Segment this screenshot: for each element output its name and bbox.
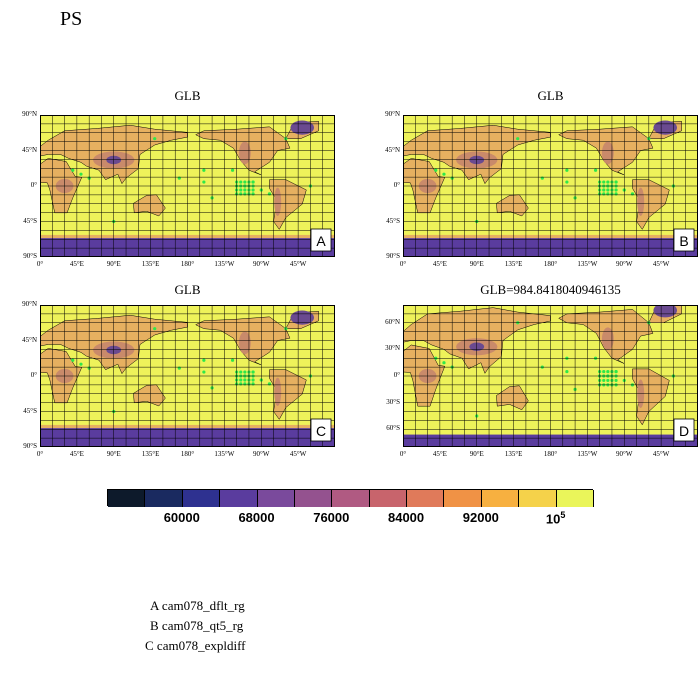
lon-tick-label: 90°W bbox=[616, 450, 633, 458]
lon-tick-label: 135°E bbox=[504, 260, 523, 268]
lat-tick-label: 45°S bbox=[386, 216, 400, 225]
colorbar-tick-label: 76000 bbox=[313, 510, 350, 525]
panel-letter-a: A bbox=[316, 233, 326, 249]
lon-tick-label: 135°E bbox=[141, 450, 160, 458]
lon-tick-label: 0° bbox=[399, 260, 407, 268]
colorbar-swatch bbox=[332, 490, 370, 507]
lon-tick-label: 135°W bbox=[577, 450, 598, 458]
lon-tick-label: 135°W bbox=[214, 450, 235, 458]
lon-tick-label: 45°E bbox=[432, 260, 447, 268]
lon-tick-label: 90°W bbox=[616, 260, 633, 268]
lon-tick-label: 180° bbox=[543, 450, 558, 458]
map-panel-b: B bbox=[403, 115, 698, 257]
colorbar-tick-label: 84000 bbox=[387, 510, 425, 525]
lat-tick-label: 45°N bbox=[22, 335, 37, 344]
lat-tick-label: 90°N bbox=[385, 110, 400, 118]
lat-tick-label: 0° bbox=[393, 371, 400, 379]
colorbar-tick-label: 60000 bbox=[163, 510, 200, 525]
lon-tick-label: 90°E bbox=[106, 450, 121, 458]
colorbar-tick-label: 68000 bbox=[238, 510, 275, 525]
panel-letter-b: B bbox=[679, 233, 688, 249]
lon-tick-label: 90°E bbox=[469, 450, 484, 458]
colorbar bbox=[107, 489, 594, 507]
legend-line-b: B cam078_qt5_rg bbox=[150, 618, 244, 633]
map-panel-d: D bbox=[403, 305, 698, 447]
lon-tick-label: 180° bbox=[180, 260, 195, 268]
lat-tick-label: 0° bbox=[393, 181, 400, 189]
lat-tick-label: 90°N bbox=[22, 110, 37, 118]
lat-tick-label: 0° bbox=[30, 371, 37, 379]
lon-tick-label: 0° bbox=[399, 450, 407, 458]
colorbar-swatch bbox=[108, 490, 146, 507]
panel-title-c: GLB bbox=[174, 282, 201, 297]
lat-tick-label: 45°N bbox=[22, 145, 37, 154]
lon-tick-label: 90°W bbox=[253, 260, 270, 268]
colorbar-swatch bbox=[145, 490, 183, 507]
legend-line-c: C cam078_expldiff bbox=[145, 638, 246, 653]
colorbar-swatch bbox=[220, 490, 258, 507]
colorbar-swatch bbox=[369, 490, 408, 507]
colorbar-swatch bbox=[407, 490, 445, 507]
lat-tick-label: 60°N bbox=[385, 317, 400, 326]
lat-tick-label: 60°S bbox=[386, 424, 400, 433]
lon-tick-label: 0° bbox=[36, 450, 44, 458]
lon-tick-label: 90°E bbox=[106, 260, 121, 268]
lon-tick-label: 0° bbox=[36, 260, 44, 268]
panel-letter-c: C bbox=[316, 423, 326, 439]
lat-tick-label: 45°S bbox=[23, 406, 37, 415]
panel-letter-d: D bbox=[679, 423, 689, 439]
panel-title-d: GLB=984.8418040946135 bbox=[480, 282, 621, 297]
lat-tick-label: 90°N bbox=[22, 300, 37, 308]
lon-tick-label: 180° bbox=[180, 450, 195, 458]
lon-tick-label: 135°E bbox=[141, 260, 160, 268]
lon-tick-label: 90°E bbox=[469, 260, 484, 268]
lat-tick-label: 90°S bbox=[23, 442, 37, 450]
lat-tick-label: 30°S bbox=[386, 397, 400, 406]
lon-tick-label: 45°W bbox=[289, 450, 307, 458]
map-panel-c: C bbox=[40, 305, 335, 447]
legend-line-a: A cam078_dflt_rg bbox=[150, 598, 245, 613]
lon-tick-label: 90°W bbox=[253, 450, 270, 458]
colorbar-swatch bbox=[294, 490, 333, 507]
lon-tick-label: 135°W bbox=[214, 260, 235, 268]
lon-tick-label: 45°W bbox=[652, 450, 670, 458]
panel-title-a: GLB bbox=[174, 88, 201, 103]
lon-tick-label: 180° bbox=[543, 260, 558, 268]
lon-tick-label: 45°E bbox=[69, 260, 84, 268]
colorbar-swatch bbox=[556, 490, 594, 507]
lon-tick-label: 135°E bbox=[504, 450, 523, 458]
colorbar-swatch bbox=[444, 490, 482, 507]
lat-tick-label: 90°S bbox=[23, 252, 37, 260]
panel-title-b: GLB bbox=[537, 88, 564, 103]
colorbar-swatch bbox=[481, 490, 520, 507]
colorbar-swatch bbox=[257, 490, 295, 507]
map-panel-a: A bbox=[40, 115, 335, 257]
lat-tick-label: 90°S bbox=[386, 252, 400, 260]
page-title: PS bbox=[60, 8, 83, 30]
colorbar-swatch bbox=[519, 490, 557, 507]
lat-tick-label: 45°S bbox=[23, 216, 37, 225]
colorbar-tick-label: 92000 bbox=[462, 510, 499, 525]
lat-tick-label: 30°N bbox=[385, 344, 400, 353]
lon-tick-label: 45°W bbox=[652, 260, 670, 268]
lon-tick-label: 45°W bbox=[289, 260, 307, 268]
lon-tick-label: 45°E bbox=[432, 450, 447, 458]
colorbar-swatch bbox=[182, 490, 221, 507]
colorbar-tick-label: 105 bbox=[545, 510, 566, 527]
lat-tick-label: 0° bbox=[30, 181, 37, 189]
lon-tick-label: 135°W bbox=[577, 260, 598, 268]
lon-tick-label: 45°E bbox=[69, 450, 84, 458]
lat-tick-label: 45°N bbox=[385, 145, 400, 154]
